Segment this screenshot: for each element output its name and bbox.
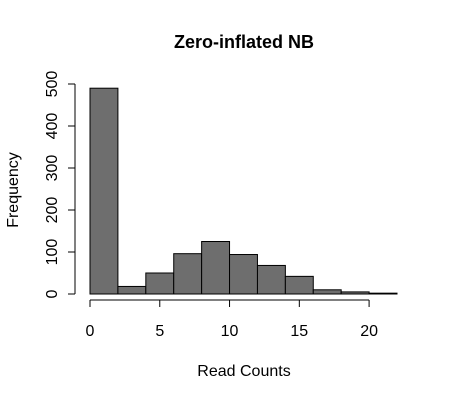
histogram-bar-4 xyxy=(201,241,231,295)
histogram-bar-7 xyxy=(284,275,314,295)
y-axis: 0 100 200 300 400 500 xyxy=(44,71,76,298)
histogram-bar-8 xyxy=(312,289,342,295)
chart-title: Zero-inflated NB xyxy=(174,32,314,52)
histogram-bar-3 xyxy=(173,253,203,295)
x-tick-label-3: 15 xyxy=(290,323,308,340)
x-axis-label: Read Counts xyxy=(197,363,290,380)
y-tick-label-2: 200 xyxy=(44,197,61,224)
y-tick-label-1: 100 xyxy=(44,239,61,266)
y-tick-label-0: 0 xyxy=(44,289,61,298)
y-axis-label: Frequency xyxy=(5,152,22,228)
histogram-bar-9 xyxy=(340,291,370,295)
x-tick-label-4: 20 xyxy=(360,323,378,340)
histogram-bar-10 xyxy=(368,292,398,295)
histogram-bar-6 xyxy=(256,264,286,295)
histogram-bar-2 xyxy=(145,272,175,295)
x-axis: 0 5 10 15 20 xyxy=(86,299,378,340)
y-tick-label-3: 300 xyxy=(44,155,61,182)
x-tick-label-2: 10 xyxy=(221,323,239,340)
x-tick-label-0: 0 xyxy=(86,323,95,340)
y-tick-label-5: 500 xyxy=(44,71,61,98)
x-tick-label-1: 5 xyxy=(155,323,164,340)
histogram-bar-1 xyxy=(117,285,147,295)
bars-layer xyxy=(89,87,398,295)
histogram-bar-0 xyxy=(89,87,119,295)
y-tick-label-4: 400 xyxy=(44,113,61,140)
histogram-bar-5 xyxy=(229,254,258,295)
